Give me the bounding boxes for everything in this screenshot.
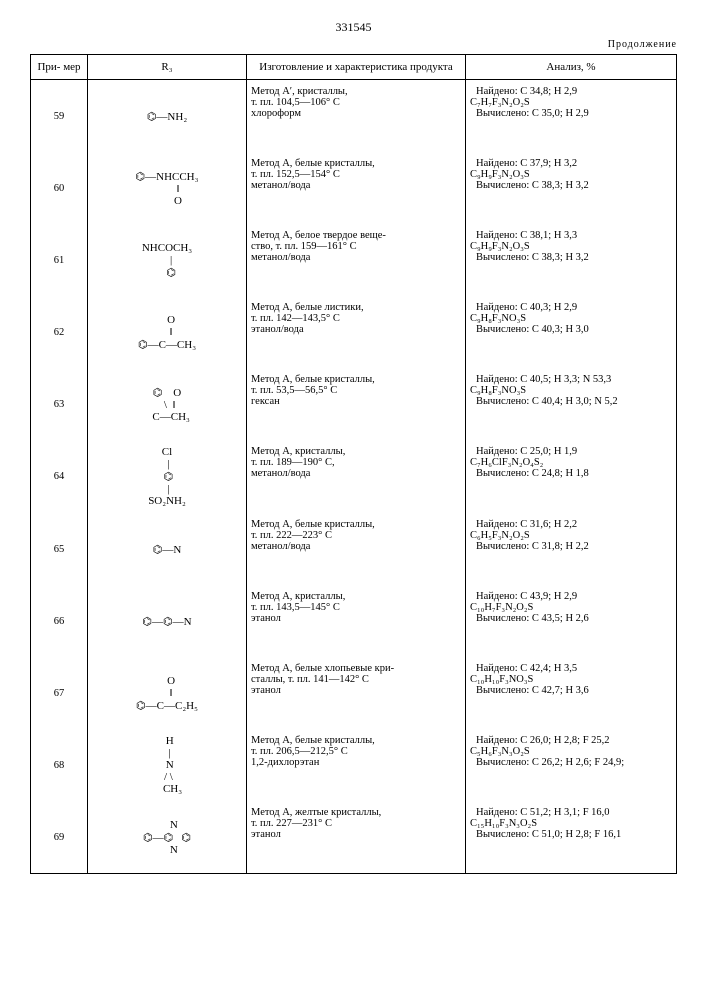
analysis-cell: Найдено: C 25,0; H 1,9C₇H₆ClF₃N₂O₄S₂Вычи… [466, 440, 677, 513]
analysis-cell: Найдено: C 34,8; H 2,9C₇H₇F₃N₂O₂SВычисле… [466, 80, 677, 153]
analysis-cell: Найдено: C 40,3; H 2,9C₉H₈F₃NO₃SВычислен… [466, 296, 677, 368]
table-row: 68 H | N / \ CH₃Метод A, белые кристаллы… [31, 729, 677, 801]
preparation-cell: Метод A, белые хлопьевые кри- сталлы, т.… [247, 657, 466, 729]
example-number: 59 [31, 80, 88, 153]
example-number: 64 [31, 440, 88, 513]
table-row: 67 O ‖ ⌬—C—C₂H₅Метод A, белые хлопьевые … [31, 657, 677, 729]
preparation-cell: Метод A, белые кристаллы, т. пл. 206,5—2… [247, 729, 466, 801]
analysis-cell: Найдено: C 40,5; H 3,3; N 53,3C₉H₈F₃NO₃S… [466, 368, 677, 440]
table-row: 64Cl | ⌬ | SO₂NH₂Метод A, кристаллы, т. … [31, 440, 677, 513]
page-number: 331545 [30, 20, 677, 35]
example-number: 62 [31, 296, 88, 368]
structure-cell: NHCOCH₃ | ⌬ [88, 224, 247, 296]
table-row: 63⌬ O \ ‖ C—CH₃Метод A, белые кристаллы,… [31, 368, 677, 440]
header-example: При- мер [31, 55, 88, 80]
analysis-cell: Найдено: C 26,0; H 2,8; F 25,2C₅H₆F₃N₃O₂… [466, 729, 677, 801]
preparation-cell: Метод A, белые кристаллы, т. пл. 152,5—1… [247, 152, 466, 224]
structure-cell: ⌬ O \ ‖ C—CH₃ [88, 368, 247, 440]
table-row: 59⌬—NH₂Метод A′, кристаллы, т. пл. 104,5… [31, 80, 677, 153]
preparation-cell: Метод A, кристаллы, т. пл. 143,5—145° C … [247, 585, 466, 657]
table-row: 66⌬—⌬—NМетод A, кристаллы, т. пл. 143,5—… [31, 585, 677, 657]
continuation-label: Продолжение [30, 39, 677, 50]
structure-cell: ⌬—⌬—N [88, 585, 247, 657]
header-analysis: Анализ, % [466, 55, 677, 80]
example-number: 63 [31, 368, 88, 440]
structure-cell: O ‖ ⌬—C—C₂H₅ [88, 657, 247, 729]
structure-cell: N ⌬—⌬ ⌬ N [88, 801, 247, 874]
structure-cell: ⌬—NH₂ [88, 80, 247, 153]
structure-cell: ⌬—NHCCH₃ ‖ O [88, 152, 247, 224]
example-number: 66 [31, 585, 88, 657]
table-row: 60⌬—NHCCH₃ ‖ OМетод A, белые кристаллы, … [31, 152, 677, 224]
table-row: 69 N ⌬—⌬ ⌬ NМетод A, желтые кристаллы, т… [31, 801, 677, 874]
preparation-cell: Метод A, кристаллы, т. пл. 189—190° C, м… [247, 440, 466, 513]
preparation-cell: Метод A, желтые кристаллы, т. пл. 227—23… [247, 801, 466, 874]
preparation-cell: Метод A, белые кристаллы, т. пл. 222—223… [247, 513, 466, 585]
preparation-cell: Метод A, белые кристаллы, т. пл. 53,5—56… [247, 368, 466, 440]
table-row: 65⌬—NМетод A, белые кристаллы, т. пл. 22… [31, 513, 677, 585]
structure-cell: Cl | ⌬ | SO₂NH₂ [88, 440, 247, 513]
analysis-cell: Найдено: C 37,9; H 3,2C₉H₉F₃N₂O₃SВычисле… [466, 152, 677, 224]
structure-cell: O ‖ ⌬—C—CH₃ [88, 296, 247, 368]
example-number: 61 [31, 224, 88, 296]
analysis-cell: Найдено: C 38,1; H 3,3C₉H₉F₃N₂O₃SВычисле… [466, 224, 677, 296]
header-r3: R₃ [88, 55, 247, 80]
analysis-cell: Найдено: C 31,6; H 2,2C₆H₅F₃N₂O₂SВычисле… [466, 513, 677, 585]
preparation-cell: Метод A, белое твердое веще- ство, т. пл… [247, 224, 466, 296]
example-number: 60 [31, 152, 88, 224]
table-row: 62 O ‖ ⌬—C—CH₃Метод A, белые листики, т.… [31, 296, 677, 368]
analysis-cell: Найдено: C 42,4; H 3,5C₁₀H₁₀F₃NO₃SВычисл… [466, 657, 677, 729]
structure-cell: H | N / \ CH₃ [88, 729, 247, 801]
analysis-cell: Найдено: C 43,9; H 2,9C₁₀H₇F₃N₂O₂SВычисл… [466, 585, 677, 657]
example-number: 68 [31, 729, 88, 801]
structure-cell: ⌬—N [88, 513, 247, 585]
example-number: 69 [31, 801, 88, 874]
preparation-cell: Метод A′, кристаллы, т. пл. 104,5—106° C… [247, 80, 466, 153]
data-table: При- мер R₃ Изготовление и характеристик… [30, 54, 677, 874]
analysis-cell: Найдено: C 51,2; H 3,1; F 16,0C₁₅H₁₀F₃N₃… [466, 801, 677, 874]
table-row: 61NHCOCH₃ | ⌬Метод A, белое твердое веще… [31, 224, 677, 296]
example-number: 65 [31, 513, 88, 585]
preparation-cell: Метод A, белые листики, т. пл. 142—143,5… [247, 296, 466, 368]
example-number: 67 [31, 657, 88, 729]
header-prep: Изготовление и характеристика продукта [247, 55, 466, 80]
